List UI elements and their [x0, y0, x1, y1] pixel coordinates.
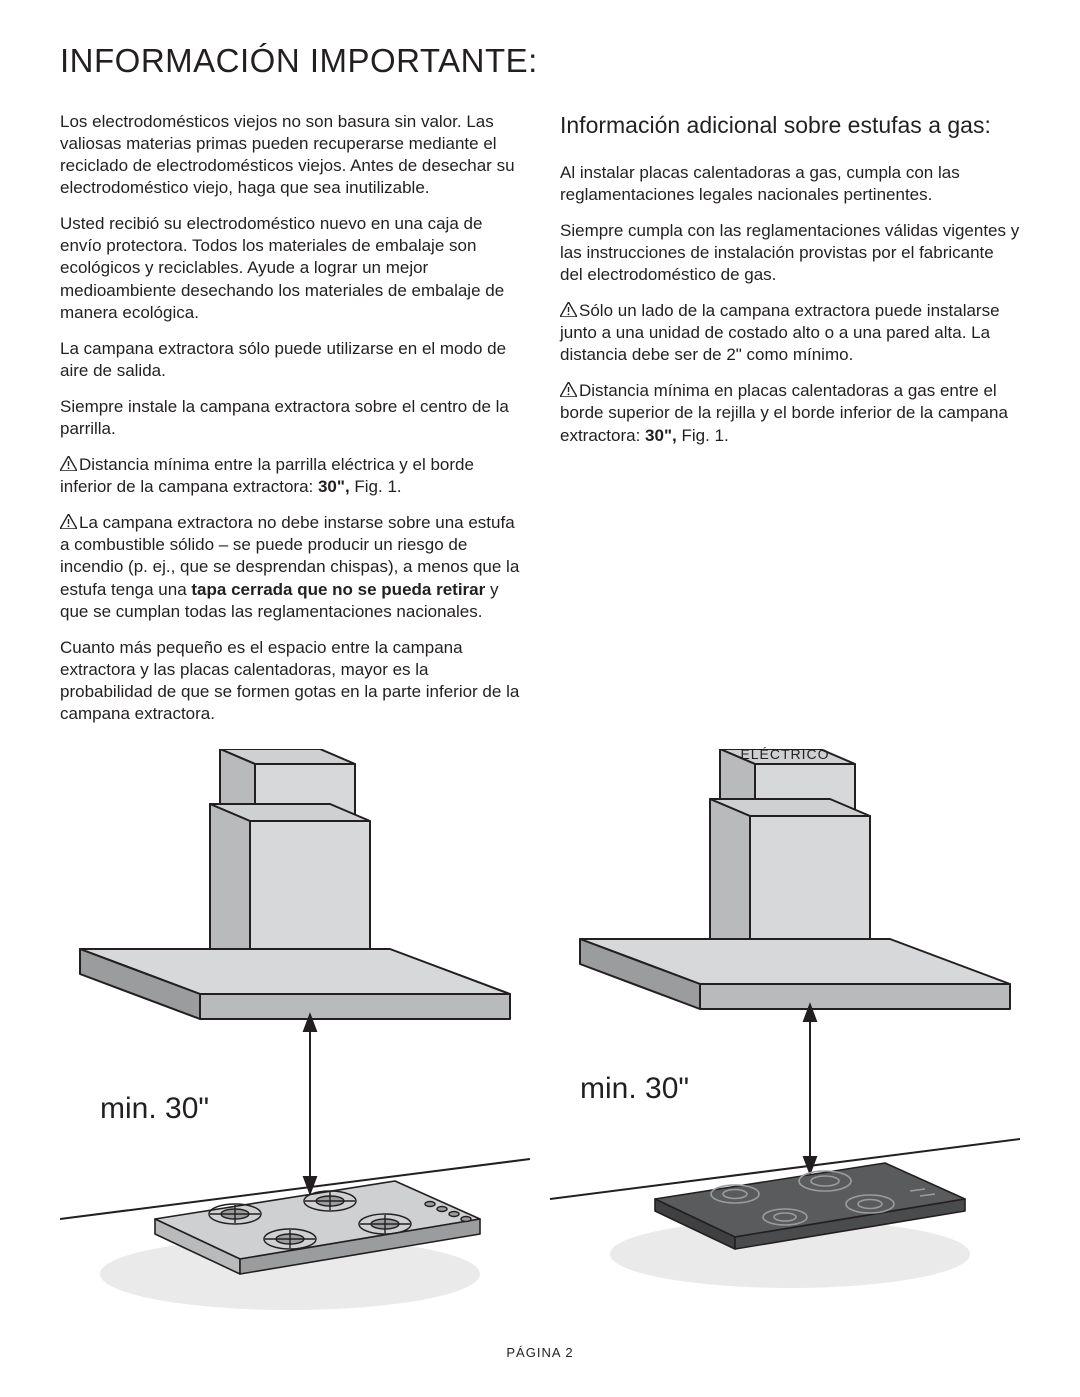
left-column: Los electrodomésticos viejos no son basu…: [60, 111, 520, 739]
right-paragraph-3: Sólo un lado de la campana extractora pu…: [560, 300, 1020, 366]
left-p5-text-a: Distancia mínima entre la parrilla eléct…: [60, 455, 474, 496]
figures-section: min. 30": [60, 749, 1020, 1325]
left-paragraph-4: Siempre instale la campana extractora so…: [60, 396, 520, 440]
left-paragraph-2: Usted recibió su electrodoméstico nuevo …: [60, 213, 520, 323]
left-p6-bold: tapa cerrada que no se pueda retirar: [191, 580, 485, 599]
warning-icon: [560, 381, 577, 403]
right-p4-text-a: Distancia mínima en placas calentadoras …: [560, 381, 1008, 444]
right-paragraph-4: Distancia mínima en placas calentadoras …: [560, 380, 1020, 446]
warning-icon: [60, 455, 77, 477]
right-paragraph-1: Al instalar placas calentadoras a gas, c…: [560, 162, 1020, 206]
min-distance-label-right: min. 30": [580, 1069, 689, 1108]
figures-row: min. 30": [60, 749, 1020, 1325]
electric-label: ELÉCTRICO: [740, 745, 829, 763]
right-p4-bold: 30",: [645, 426, 677, 445]
gas-hood-diagram: [60, 749, 530, 1319]
left-p5-text-c: Fig. 1.: [350, 477, 402, 496]
page-title: INFORMACIÓN IMPORTANTE:: [60, 40, 1020, 83]
right-column: Información adicional sobre estufas a ga…: [560, 111, 1020, 739]
right-p3-text: Sólo un lado de la campana extractora pu…: [560, 301, 1000, 364]
warning-icon: [60, 513, 77, 535]
min-distance-label-left: min. 30": [100, 1089, 209, 1128]
right-p4-text-c: Fig. 1.: [677, 426, 729, 445]
two-column-layout: Los electrodomésticos viejos no son basu…: [60, 111, 1020, 739]
figure-right-electric: ELÉCTRICO min. 30": [550, 749, 1020, 1325]
left-paragraph-1: Los electrodomésticos viejos no son basu…: [60, 111, 520, 199]
left-paragraph-7: Cuanto más pequeño es el espacio entre l…: [60, 637, 520, 725]
right-paragraph-2: Siempre cumpla con las reglamentaciones …: [560, 220, 1020, 286]
left-paragraph-3: La campana extractora sólo puede utiliza…: [60, 338, 520, 382]
page-footer: PÁGINA 2: [60, 1345, 1020, 1362]
electric-hood-diagram: [550, 749, 1020, 1319]
figure-left-gas: min. 30": [60, 749, 530, 1325]
right-heading: Información adicional sobre estufas a ga…: [560, 111, 1020, 140]
left-paragraph-5: Distancia mínima entre la parrilla eléct…: [60, 454, 520, 498]
warning-icon: [560, 301, 577, 323]
left-p5-bold: 30",: [318, 477, 350, 496]
left-paragraph-6: La campana extractora no debe instarse s…: [60, 512, 520, 622]
